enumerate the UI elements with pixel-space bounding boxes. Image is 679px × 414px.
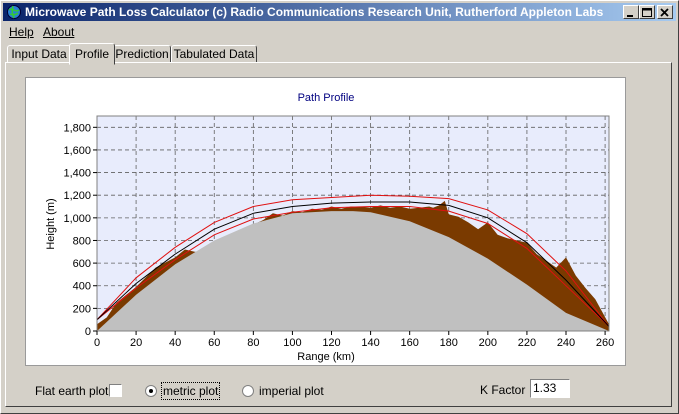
x-axis-ticks: 0 20 40 60 80 100 120 140 160 180 200 220 240 260 [94,331,614,349]
imperial-plot-label[interactable]: imperial plot [259,384,324,398]
kfactor-input[interactable]: 1.33 [530,379,570,398]
close-button[interactable] [657,5,673,19]
x-tick-label: 180 [440,337,458,349]
flat-earth-label: Flat earth plot [35,384,109,398]
metric-plot-radio[interactable] [145,385,157,397]
menu-help[interactable]: Help [9,25,34,39]
tab-input-data[interactable]: Input Data [7,45,71,63]
chart-title: Path Profile [298,92,355,104]
y-tick-label: 1,600 [63,145,91,157]
y-tick-label: 600 [73,258,91,270]
minimize-icon [627,15,633,17]
chart-svg: 0 20 40 60 80 100 120 140 160 180 200 220 240 260 0 20… [45,92,614,363]
x-tick-label: 140 [361,337,379,349]
tab-prediction[interactable]: Prediction [113,45,171,63]
y-axis-label: Height (m) [45,198,57,249]
y-tick-label: 800 [73,235,91,247]
y-tick-label: 0 [85,326,91,338]
fresnel-upper-line [96,194,610,327]
y-tick-label: 400 [73,281,91,293]
menu-about[interactable]: About [43,25,75,39]
y-tick-label: 1,200 [63,190,91,202]
tab-tabulated-data[interactable]: Tabulated Data [171,45,257,63]
y-tick-label: 1,400 [63,168,91,180]
x-tick-label: 160 [400,337,418,349]
kfactor-label: K Factor [480,383,526,397]
plot-frame [96,115,610,332]
x-tick-label: 120 [322,337,340,349]
y-tick-label: 200 [73,303,91,315]
tab-label: Prediction [115,47,169,61]
x-tick-label: 220 [518,337,536,349]
maximize-button[interactable] [639,5,655,19]
minimize-button[interactable] [623,5,639,19]
close-icon [660,8,669,17]
x-tick-label: 100 [283,337,301,349]
y-tick-label: 1,000 [63,213,91,225]
window-title: Microwave Path Loss Calculator (c) Radio… [25,5,604,19]
x-tick-label: 0 [94,337,100,349]
imperial-plot-radio[interactable] [242,385,254,397]
x-tick-label: 200 [479,337,497,349]
globe-app-icon [7,5,21,19]
earth-bulge-area [97,211,609,331]
maximize-icon [642,8,652,17]
y-tick-label: 1,800 [63,122,91,134]
flat-earth-checkbox[interactable] [109,384,122,397]
profile-tab-panel [5,62,672,407]
title-bar[interactable]: Microwave Path Loss Calculator (c) Radio… [3,3,676,21]
tab-label: Input Data [11,47,67,61]
tab-profile[interactable]: Profile [69,43,115,65]
tab-label: Profile [74,47,109,61]
x-tick-label: 260 [596,337,614,349]
y-axis-ticks: 0 200 400 600 800 1,000 1,200 1,400 1,600 1,800 [63,122,97,338]
x-tick-label: 240 [557,337,575,349]
metric-plot-label[interactable]: metric plot [160,382,221,400]
x-tick-label: 20 [130,337,142,349]
x-axis-label: Range (km) [297,351,354,363]
line-of-sight-line [96,201,610,327]
fresnel-lower-line [96,206,610,327]
x-tick-label: 40 [169,337,181,349]
radio-selected-dot [149,389,153,393]
x-tick-label: 80 [247,337,259,349]
x-tick-label: 60 [208,337,220,349]
tab-label: Tabulated Data [173,47,255,61]
path-profile-chart: 0 20 40 60 80 100 120 140 160 180 200 220 240 260 0 20… [25,77,626,366]
